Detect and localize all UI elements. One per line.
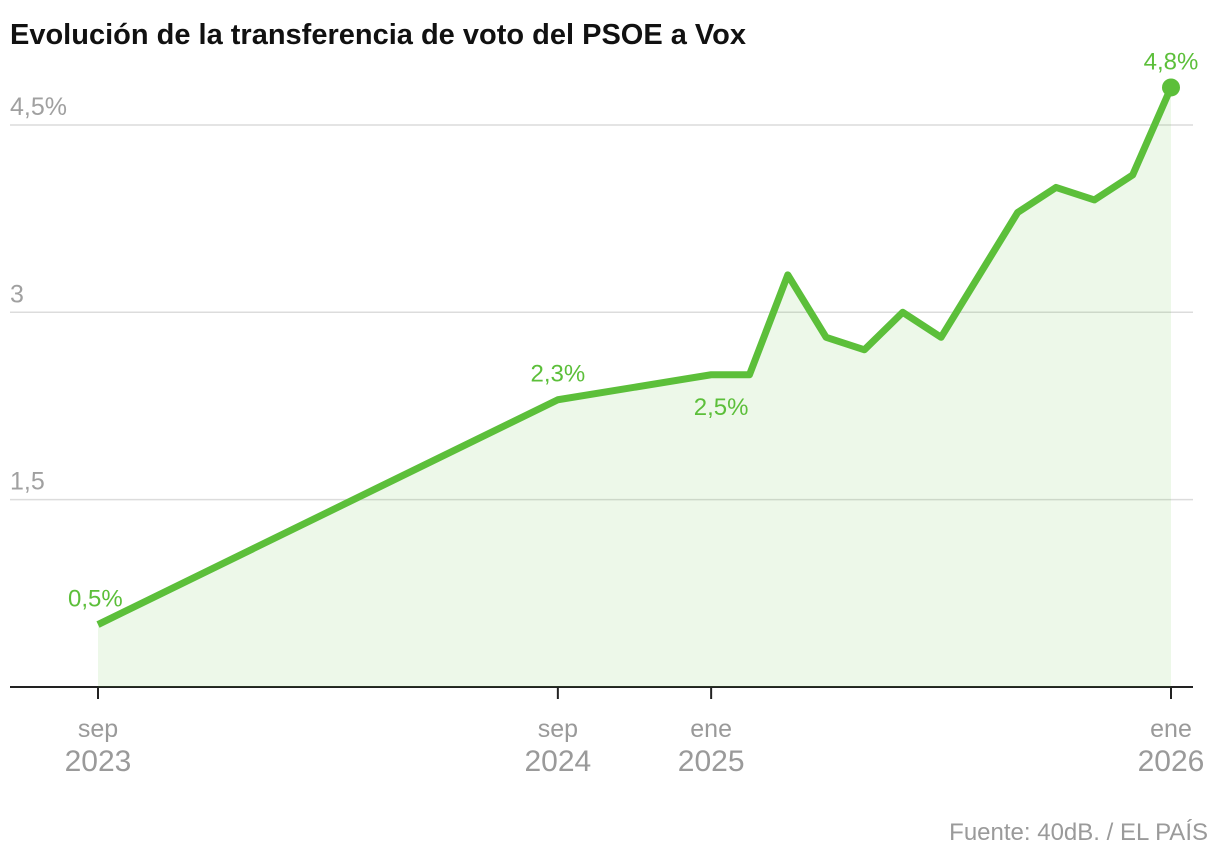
x-tick-label-line: 2023 [65,745,132,778]
x-tick-label-line: 2026 [1138,745,1205,778]
x-tick-label: ene 2026 [1138,715,1205,778]
y-tick-label: 4,5% [10,93,67,121]
value-label: 2,3% [531,361,586,388]
chart-title: Evolución de la transferencia de voto de… [10,19,746,51]
x-tick-label-line: ene [690,715,732,743]
x-tick-label-line: 2025 [678,745,745,778]
value-label: 4,8% [1144,48,1199,75]
value-label: 2,5% [694,394,749,421]
x-tick-label-line: ene [1150,715,1192,743]
x-tick-label-line: sep [78,715,118,743]
x-tick-label: sep 2023 [65,715,132,778]
source: Fuente: 40dB. / EL PAÍS [949,819,1208,846]
line [96,86,1175,628]
end-dot [1162,78,1180,97]
y-tick-label: 1,5 [10,468,45,496]
y-tick-label: 3 [10,280,24,308]
value-label: 0,5% [68,586,123,613]
x-tick-label-line: sep [538,715,578,743]
x-tick-label: sep 2024 [524,715,591,778]
x-tick-label: ene 2025 [678,715,745,778]
x-tick-label-line: 2024 [524,745,591,778]
